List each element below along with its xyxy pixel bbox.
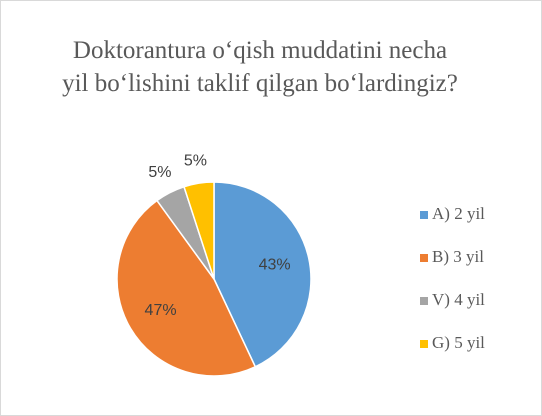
legend-swatch [420, 340, 428, 348]
data-label: 5% [184, 153, 207, 170]
legend-label: G) 5 yil [432, 333, 485, 352]
legend-swatch [420, 254, 428, 262]
legend-label: V) 4 yil [432, 290, 485, 309]
legend-label: A) 2 yil [432, 204, 485, 223]
chart-title: Doktorantura o‘qish muddatini necha yil … [62, 37, 458, 97]
pie-slice [116, 199, 257, 377]
data-label: 47% [145, 302, 177, 319]
legend-label: B) 3 yil [432, 247, 484, 266]
pie-slice [213, 181, 312, 368]
legend-swatch [420, 297, 428, 305]
data-label: 5% [148, 164, 171, 181]
data-label: 43% [259, 257, 291, 274]
legend-swatch [420, 211, 428, 219]
pie-slice [183, 181, 215, 280]
